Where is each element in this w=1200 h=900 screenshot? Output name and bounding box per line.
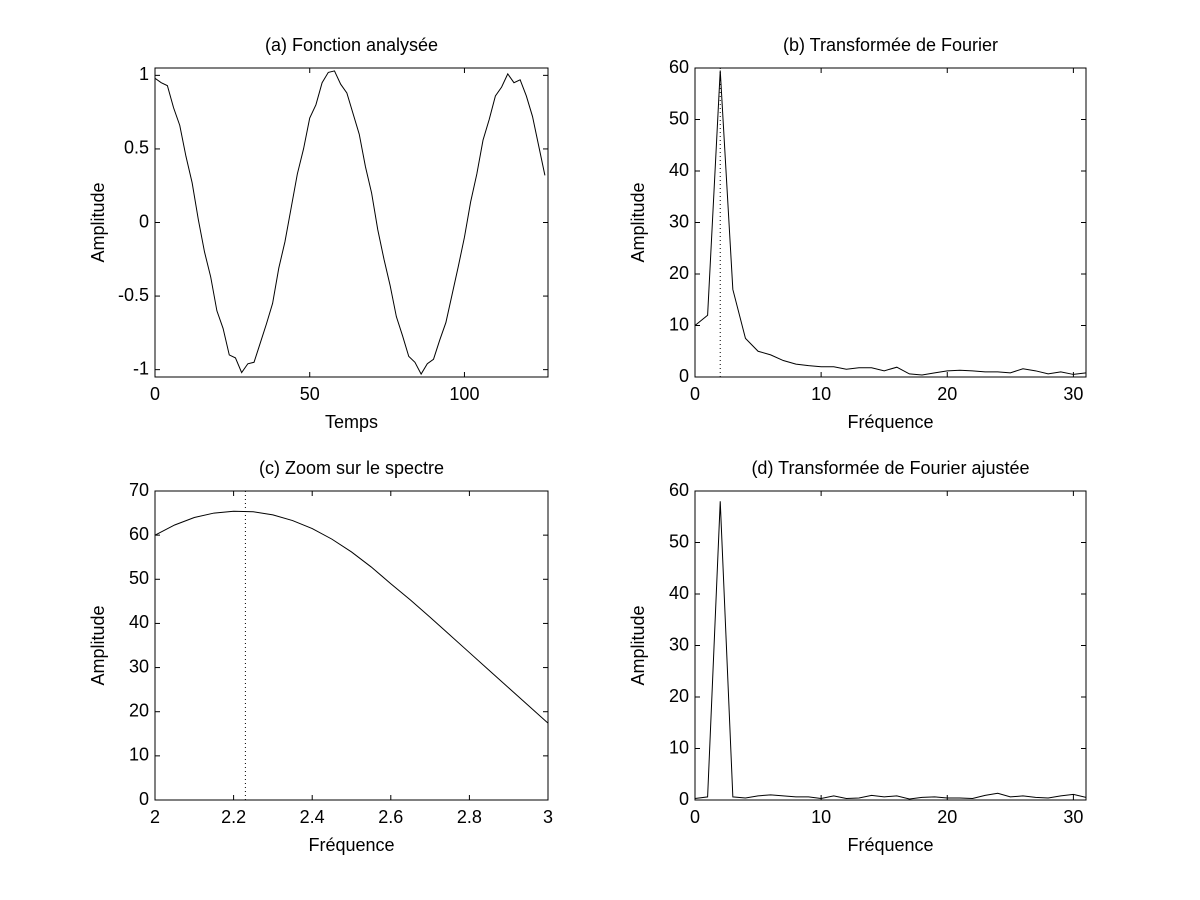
x-tick-label: 0 — [690, 384, 700, 404]
x-axis-label: Temps — [325, 412, 378, 432]
x-tick-label: 100 — [449, 384, 479, 404]
chart-title: (b) Transformée de Fourier — [783, 35, 998, 55]
y-tick-label: 0 — [679, 789, 689, 809]
plot-area — [695, 491, 1086, 800]
x-tick-label: 30 — [1063, 807, 1083, 827]
subplot: (d) Transformée de Fourier ajustée Fréque… — [628, 458, 1087, 855]
x-tick-label: 2.6 — [378, 807, 403, 827]
y-tick-label: 20 — [129, 700, 149, 720]
x-tick-label: 3 — [543, 807, 553, 827]
x-tick-label: 20 — [937, 384, 957, 404]
x-tick-label: 0 — [690, 807, 700, 827]
axes-box — [694, 490, 1087, 801]
y-tick-label: 10 — [129, 745, 149, 765]
x-tick-label: 50 — [300, 384, 320, 404]
y-tick-label: 40 — [669, 160, 689, 180]
y-tick-label: 60 — [669, 57, 689, 77]
y-tick-label: 40 — [129, 612, 149, 632]
y-axis-label: Amplitude — [88, 605, 108, 685]
x-tick-label: 2 — [150, 807, 160, 827]
chart-title: (d) Transformée de Fourier ajustée — [751, 458, 1029, 478]
y-tick-label: 0 — [679, 366, 689, 386]
y-tick-label: 30 — [129, 656, 149, 676]
data-line — [155, 510, 548, 724]
y-tick-label: 40 — [669, 583, 689, 603]
y-axis-label: Amplitude — [88, 182, 108, 262]
data-line — [695, 70, 1086, 376]
y-tick-label: 20 — [669, 686, 689, 706]
y-tick-label: 70 — [129, 480, 149, 500]
y-tick-label: 0 — [139, 211, 149, 231]
y-tick-label: 60 — [669, 480, 689, 500]
plot-area — [155, 491, 548, 800]
y-tick-label: 1 — [139, 64, 149, 84]
x-tick-label: 10 — [811, 384, 831, 404]
x-tick-label: 2.2 — [221, 807, 246, 827]
x-tick-label: 10 — [811, 807, 831, 827]
y-tick-label: 50 — [669, 108, 689, 128]
x-axis-label: Fréquence — [308, 835, 394, 855]
y-tick-label: -1 — [133, 358, 149, 378]
y-tick-label: 0.5 — [124, 138, 149, 158]
y-tick-label: 50 — [669, 531, 689, 551]
y-tick-label: 0 — [139, 789, 149, 809]
y-tick-label: 60 — [129, 524, 149, 544]
chart-title: (c) Zoom sur le spectre — [259, 458, 444, 478]
y-axis-label: Amplitude — [628, 182, 648, 262]
axes-box — [154, 490, 549, 801]
x-tick-label: 0 — [150, 384, 160, 404]
y-tick-label: -0.5 — [118, 285, 149, 305]
axes-box — [694, 67, 1087, 378]
x-axis-label: Fréquence — [847, 412, 933, 432]
y-tick-label: 20 — [669, 263, 689, 283]
axes-box — [154, 67, 549, 378]
subplot: (c) Zoom sur le spectre Fréquence Amplitud… — [88, 458, 553, 855]
data-line — [155, 70, 546, 376]
subplot: (b) Transformée de Fourier Fréquence Ampli… — [628, 35, 1087, 432]
y-tick-label: 10 — [669, 737, 689, 757]
chart-title: (a) Fonction analysée — [265, 35, 438, 55]
x-tick-label: 2.8 — [457, 807, 482, 827]
x-tick-label: 30 — [1063, 384, 1083, 404]
x-tick-label: 20 — [937, 807, 957, 827]
x-axis-label: Fréquence — [847, 835, 933, 855]
y-tick-label: 30 — [669, 211, 689, 231]
y-axis-label: Amplitude — [628, 605, 648, 685]
y-tick-label: 50 — [129, 568, 149, 588]
y-tick-label: 10 — [669, 314, 689, 334]
y-tick-label: 30 — [669, 634, 689, 654]
x-tick-label: 2.4 — [300, 807, 325, 827]
plot-area — [695, 68, 1086, 377]
data-line — [695, 501, 1086, 800]
plot-area — [155, 68, 548, 377]
